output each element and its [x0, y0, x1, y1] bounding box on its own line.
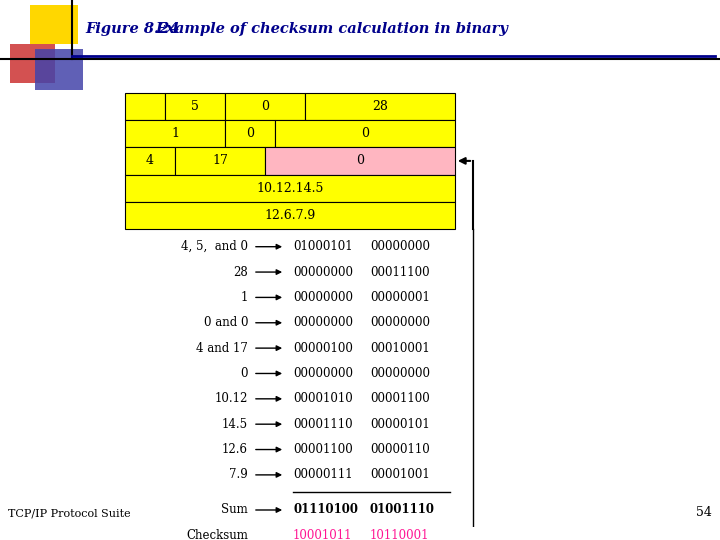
Text: 00000000: 00000000 — [293, 367, 353, 380]
Bar — [165, 93, 225, 120]
Text: 00000101: 00000101 — [370, 417, 430, 431]
Text: 00000000: 00000000 — [293, 316, 353, 329]
Bar — [125, 202, 455, 229]
Text: 0: 0 — [240, 367, 248, 380]
Bar — [305, 93, 455, 120]
Text: 01001110: 01001110 — [370, 503, 435, 516]
Text: 4 and 17: 4 and 17 — [196, 342, 248, 355]
Bar — [35, 49, 83, 90]
Text: 00000100: 00000100 — [293, 342, 353, 355]
Text: 12.6: 12.6 — [222, 443, 248, 456]
Text: 10110001: 10110001 — [370, 529, 430, 540]
Text: 4: 4 — [146, 154, 154, 167]
Text: 00000000: 00000000 — [370, 367, 430, 380]
Text: 00000111: 00000111 — [293, 468, 353, 481]
Text: 0: 0 — [356, 154, 364, 167]
Text: 4, 5,  and 0: 4, 5, and 0 — [181, 240, 248, 253]
Text: 0: 0 — [246, 127, 254, 140]
Text: 00001100: 00001100 — [370, 393, 430, 406]
Bar — [30, 5, 78, 44]
Text: TCP/IP Protocol Suite: TCP/IP Protocol Suite — [8, 509, 130, 519]
Text: 00000000: 00000000 — [370, 240, 430, 253]
Text: 28: 28 — [372, 100, 388, 113]
Text: Figure 8.24: Figure 8.24 — [85, 22, 179, 36]
Bar — [225, 120, 275, 147]
Bar — [225, 93, 305, 120]
Text: 0: 0 — [261, 100, 269, 113]
Text: 7.9: 7.9 — [229, 468, 248, 481]
Bar — [275, 120, 455, 147]
Text: Example of checksum calculation in binary: Example of checksum calculation in binar… — [155, 22, 508, 36]
Text: 0: 0 — [361, 127, 369, 140]
Bar — [10, 44, 55, 83]
Text: 00000000: 00000000 — [293, 291, 353, 304]
Text: 00010001: 00010001 — [370, 342, 430, 355]
Text: 28: 28 — [233, 266, 248, 279]
Bar — [175, 147, 265, 174]
Text: 01110100: 01110100 — [293, 503, 358, 516]
Text: 1: 1 — [240, 291, 248, 304]
Text: 10001011: 10001011 — [293, 529, 353, 540]
Text: 10.12: 10.12 — [215, 393, 248, 406]
Text: 00001001: 00001001 — [370, 468, 430, 481]
Text: 10.12.14.5: 10.12.14.5 — [256, 181, 324, 195]
Text: 0 and 0: 0 and 0 — [204, 316, 248, 329]
Text: 00000001: 00000001 — [370, 291, 430, 304]
Text: 17: 17 — [212, 154, 228, 167]
Text: 54: 54 — [696, 506, 712, 519]
Text: 00000110: 00000110 — [370, 443, 430, 456]
Bar — [265, 147, 455, 174]
Text: 1: 1 — [171, 127, 179, 140]
Text: 00001010: 00001010 — [293, 393, 353, 406]
Text: 00000000: 00000000 — [370, 316, 430, 329]
Bar — [125, 120, 225, 147]
Bar — [125, 174, 455, 202]
Text: 01000101: 01000101 — [293, 240, 353, 253]
Bar — [125, 93, 165, 120]
Text: Checksum: Checksum — [186, 529, 248, 540]
Bar — [125, 147, 175, 174]
Text: 5: 5 — [191, 100, 199, 113]
Text: 00011100: 00011100 — [370, 266, 430, 279]
Text: 00000000: 00000000 — [293, 266, 353, 279]
Text: 00001100: 00001100 — [293, 443, 353, 456]
Text: 12.6.7.9: 12.6.7.9 — [264, 209, 315, 222]
Text: 14.5: 14.5 — [222, 417, 248, 431]
Text: 00001110: 00001110 — [293, 417, 353, 431]
Text: Sum: Sum — [221, 503, 248, 516]
